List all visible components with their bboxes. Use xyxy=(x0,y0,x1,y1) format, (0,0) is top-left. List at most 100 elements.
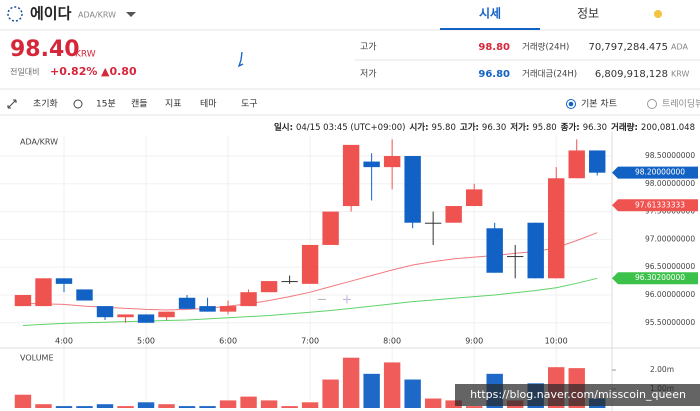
x-tick-label: 7:00 xyxy=(301,337,319,346)
candle-body xyxy=(568,150,585,179)
info-label: 거래량: xyxy=(611,122,638,133)
volume-bar xyxy=(137,402,155,408)
stat-label: 고가 xyxy=(360,42,377,53)
volume-bar xyxy=(322,379,339,408)
volume-bar xyxy=(424,398,442,408)
volume-bar xyxy=(260,400,278,408)
volume-bar xyxy=(445,400,462,408)
x-tick-label: 4:00 xyxy=(55,337,73,346)
stat-high: 98.80 xyxy=(478,42,510,53)
toolbar-item[interactable]: 테마 xyxy=(200,99,217,110)
info-value: 95.80 xyxy=(432,123,456,133)
info-label: 시가: xyxy=(409,122,428,133)
volume-bar xyxy=(14,394,32,408)
volume-bar xyxy=(383,362,401,408)
candle-body xyxy=(76,289,93,301)
info-value: 04/15 03:45 (UTC+09:00) xyxy=(296,123,406,133)
price-tag-label: 98.20000000 xyxy=(635,168,685,177)
candle-body xyxy=(301,244,319,284)
price-tag xyxy=(612,272,698,285)
candle-body xyxy=(158,311,175,318)
watermark-bg xyxy=(455,384,700,406)
stat-volume: 70,797,284.475 xyxy=(588,42,668,53)
candle-body xyxy=(506,256,524,258)
volume-bar xyxy=(342,357,360,408)
radio-on[interactable] xyxy=(566,99,576,109)
y-tick-label: 98.50000000 xyxy=(645,151,695,160)
x-tick-label: 5:00 xyxy=(137,337,155,346)
stat-label: 거래량(24H) xyxy=(522,42,569,53)
candle-body xyxy=(35,278,52,307)
candle-body xyxy=(260,281,278,293)
candle-body xyxy=(465,189,483,207)
price-tag xyxy=(612,166,698,179)
volume-bar xyxy=(178,406,196,408)
y-tick-label: 98.00000000 xyxy=(645,179,695,188)
x-tick-label: 10:00 xyxy=(545,337,568,346)
theme-toggle[interactable] xyxy=(654,10,662,18)
radio-off[interactable] xyxy=(647,99,657,109)
price-tag-label: 96.30200000 xyxy=(635,273,685,282)
expand-icon[interactable] xyxy=(7,99,17,109)
sparkline xyxy=(237,51,244,68)
volume-tick-label: 2.00m xyxy=(650,365,674,374)
volume-bar xyxy=(117,406,134,408)
toolbar-item[interactable]: 초기화 xyxy=(33,99,58,110)
volume-bar xyxy=(35,404,52,408)
tab-active[interactable]: 시세 xyxy=(479,6,501,21)
candle-body xyxy=(117,314,134,318)
volume-bar xyxy=(96,404,114,408)
y-tick-label: 96.00000000 xyxy=(645,290,695,299)
coin-dropdown[interactable] xyxy=(126,12,136,17)
x-tick-label: 9:00 xyxy=(465,337,483,346)
change-amount: ▲0.80 xyxy=(101,65,137,78)
candle-body xyxy=(137,314,155,323)
moving-average xyxy=(22,277,598,327)
volume-bar xyxy=(158,404,175,408)
chart-mode[interactable]: 기본 차트 xyxy=(581,98,617,110)
candle-body xyxy=(281,281,298,283)
info-value: 95.80 xyxy=(532,123,556,133)
stat-value: 6,809,918,128 xyxy=(595,69,668,80)
candle-body xyxy=(240,292,257,307)
zoom-in: + xyxy=(342,293,353,308)
change-rate: +0.82% xyxy=(50,65,97,78)
price-tag-label: 97.61333333 xyxy=(635,200,685,209)
volume-bar xyxy=(240,396,257,408)
x-tick-label: 8:00 xyxy=(383,337,401,346)
info-line: 일시: 04/15 03:45 (UTC+09:00) 시가: 95.80 고가: 96.… xyxy=(274,122,695,133)
tab[interactable]: 정보 xyxy=(577,7,599,21)
current-price: 98.40 xyxy=(10,37,80,62)
volume-bar xyxy=(465,406,483,408)
candle-body xyxy=(342,144,360,207)
info-label: 종가: xyxy=(561,122,580,133)
candle-body xyxy=(96,306,114,318)
toolbar-item[interactable]: 캔들 xyxy=(131,99,148,110)
candle-body xyxy=(486,228,503,273)
volume-bar xyxy=(404,379,421,408)
watermark: https://blog.naver.com/misscoin_queen xyxy=(470,388,686,401)
chart-mode[interactable]: 트레이딩뷰 xyxy=(662,99,700,110)
candle-body xyxy=(14,294,32,307)
toolbar-item[interactable]: 도구 xyxy=(241,99,258,110)
volume-bar xyxy=(301,402,319,408)
candle-body xyxy=(383,156,401,168)
info-label: 일시: xyxy=(274,122,293,133)
volume-bar xyxy=(281,406,298,408)
candle-body xyxy=(527,222,544,279)
stat-low: 96.80 xyxy=(478,69,510,80)
toolbar-item[interactable]: 지표 xyxy=(165,99,182,110)
info-label: 고가: xyxy=(460,122,479,133)
volume-bar xyxy=(76,406,93,408)
zoom-out: − xyxy=(317,293,328,308)
volume-title: VOLUME xyxy=(20,354,54,363)
candle-body xyxy=(445,206,462,223)
toolbar-item[interactable]: 15분 xyxy=(96,99,116,110)
info-label: 저가: xyxy=(510,122,529,133)
candle-body xyxy=(363,161,380,168)
price-tag xyxy=(612,199,698,212)
stat-label: 거래대금(24H) xyxy=(522,70,577,80)
coin-pair: ADA/KRW xyxy=(78,11,116,20)
candle-body xyxy=(589,150,606,173)
